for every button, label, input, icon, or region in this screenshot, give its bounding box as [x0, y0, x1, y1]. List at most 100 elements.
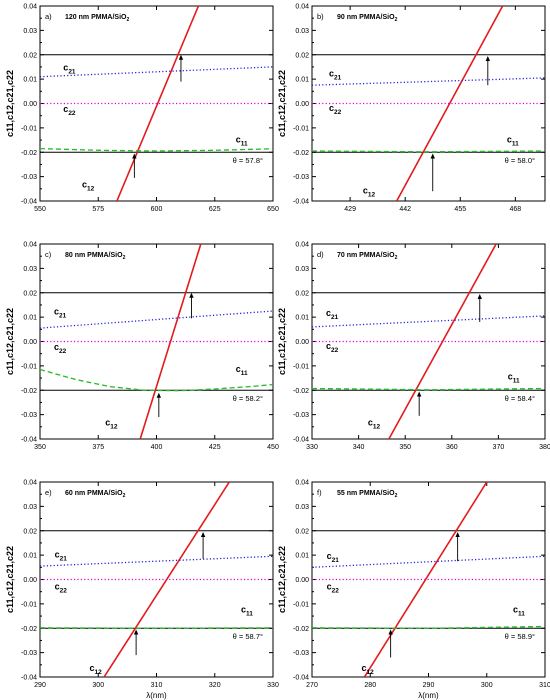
curve-label-sub: 21 — [68, 69, 76, 76]
x-tick-label: 350 — [34, 444, 46, 451]
x-tick-label: 300 — [92, 682, 104, 689]
arrow-head — [189, 292, 194, 298]
curve-label-main: c — [236, 364, 241, 374]
series-line-c11 — [312, 150, 545, 153]
curve-label-main: c — [55, 581, 60, 591]
curve-label-c11: c11 — [513, 604, 525, 617]
y-tick-label: 0.01 — [23, 77, 37, 84]
x-tick-label: 455 — [454, 206, 466, 213]
angle-annotation: θ = 57.8° — [233, 156, 263, 165]
curve-label-main: c — [326, 341, 331, 351]
y-tick-label: -0.02 — [293, 150, 309, 157]
plot-area — [312, 6, 545, 201]
y-axis-label: c11,c12,c21,c22 — [5, 70, 15, 137]
panel-title: 55 nm PMMA/SiO2 — [337, 490, 398, 499]
curve-label-c12: c12 — [82, 180, 95, 193]
curve-label-sub: 22 — [334, 109, 342, 116]
series-line-c12 — [363, 482, 488, 677]
y-tick-label: 0.03 — [23, 504, 37, 511]
panel-title-main: 80 nm PMMA/SiO — [65, 252, 123, 259]
arrow-head — [388, 629, 393, 635]
curve-label-sub: 21 — [59, 313, 67, 320]
curve-label-main: c — [63, 63, 68, 73]
y-tick-label: 0.02 — [295, 290, 309, 297]
series-line-c11 — [40, 147, 273, 152]
curve-label-main: c — [362, 663, 367, 673]
x-tick-label: 450 — [267, 444, 279, 451]
curve-label-main: c — [508, 371, 513, 381]
angle-annotation: θ = 58.9° — [505, 632, 535, 641]
y-tick-label: 0.04 — [295, 4, 309, 11]
x-tick-label: 429 — [344, 206, 356, 213]
y-tick-label: 0.02 — [23, 528, 37, 535]
curve-label-sub: 22 — [332, 587, 340, 594]
y-tick-label: 0.01 — [295, 553, 309, 560]
panel-2: -0.04 -0.03 -0.02 -0.01 0.00 0.01 0.02 0.03 0.04… — [277, 4, 546, 213]
angle-annotation: θ = 58.4° — [505, 394, 535, 403]
y-tick-label: -0.02 — [293, 388, 309, 395]
series-line-c21 — [40, 310, 273, 329]
curve-label-sub: 12 — [368, 192, 376, 199]
curve-label-sub: 12 — [110, 424, 118, 431]
series-line-c11 — [312, 625, 545, 629]
curve-label-sub: 21 — [334, 75, 342, 82]
y-tick-label: -0.02 — [293, 626, 309, 633]
plot-area — [312, 482, 545, 677]
y-tick-label: 0.01 — [295, 77, 309, 84]
curve-label-c22: c22 — [327, 581, 340, 594]
series-line-c11 — [312, 387, 545, 391]
y-tick-label: -0.04 — [21, 675, 37, 682]
curve-label-sub: 12 — [367, 669, 375, 676]
curve-label-c12: c12 — [363, 186, 376, 199]
y-axis-label: c11,c12,c21,c22 — [5, 546, 15, 613]
arrow-head — [416, 391, 422, 397]
y-tick-label: -0.04 — [293, 675, 309, 682]
x-tick-label: 330 — [267, 682, 279, 689]
y-tick-label: 0.04 — [23, 4, 37, 11]
x-tick-label: 310 — [539, 682, 550, 689]
y-tick-label: 0.00 — [295, 577, 309, 584]
curve-label-c12: c12 — [90, 663, 103, 676]
angle-annotation: θ = 58.2° — [233, 394, 263, 403]
curve-label-main: c — [63, 104, 68, 114]
series-line-c11 — [40, 627, 273, 629]
plot-area — [40, 244, 273, 439]
y-tick-label: -0.01 — [21, 125, 37, 132]
x-tick-label: 550 — [34, 206, 46, 213]
panel-title-main: 55 nm PMMA/SiO — [337, 490, 395, 497]
curve-label-main: c — [55, 550, 60, 560]
panel-label: f) — [317, 488, 322, 497]
curve-label-main: c — [513, 604, 518, 614]
curve-label-main: c — [368, 418, 373, 428]
curve-label-c12: c12 — [105, 418, 118, 431]
y-tick-label: -0.03 — [21, 412, 37, 419]
y-tick-label: 0.04 — [23, 242, 37, 249]
y-tick-label: 0.02 — [23, 52, 37, 59]
y-tick-label: -0.03 — [21, 174, 37, 181]
panel-title: 90 nm PMMA/SiO2 — [337, 14, 398, 23]
curve-label-sub: 22 — [68, 110, 76, 117]
panel-title-main: 90 nm PMMA/SiO — [337, 14, 395, 21]
curve-label-c22: c22 — [55, 581, 68, 594]
panel-title-sub: 2 — [123, 493, 126, 499]
panel-title-sub: 2 — [395, 17, 398, 23]
series-line-c21 — [40, 555, 273, 567]
x-tick-label: 468 — [510, 206, 522, 213]
curve-label-c21: c21 — [55, 550, 68, 563]
series-line-c21 — [312, 555, 545, 568]
curve-label-main: c — [329, 103, 334, 113]
curve-label-c21: c21 — [329, 69, 342, 82]
y-tick-label: 0.00 — [23, 101, 37, 108]
curve-label-sub: 11 — [513, 377, 520, 384]
x-tick-label: 600 — [151, 206, 163, 213]
curve-label-c22: c22 — [63, 104, 76, 117]
panel-4: -0.04 -0.03 -0.02 -0.01 0.00 0.01 0.02 0.03 0.04… — [277, 242, 550, 452]
y-axis-label: c11,c12,c21,c22 — [277, 70, 287, 137]
x-tick-label: 625 — [209, 206, 221, 213]
y-tick-label: -0.04 — [21, 199, 37, 206]
curve-label-main: c — [105, 418, 110, 428]
curve-label-main: c — [327, 551, 332, 561]
series-line-c11 — [40, 368, 273, 392]
curve-label-c21: c21 — [326, 308, 339, 321]
curve-label-sub: 12 — [87, 186, 95, 193]
